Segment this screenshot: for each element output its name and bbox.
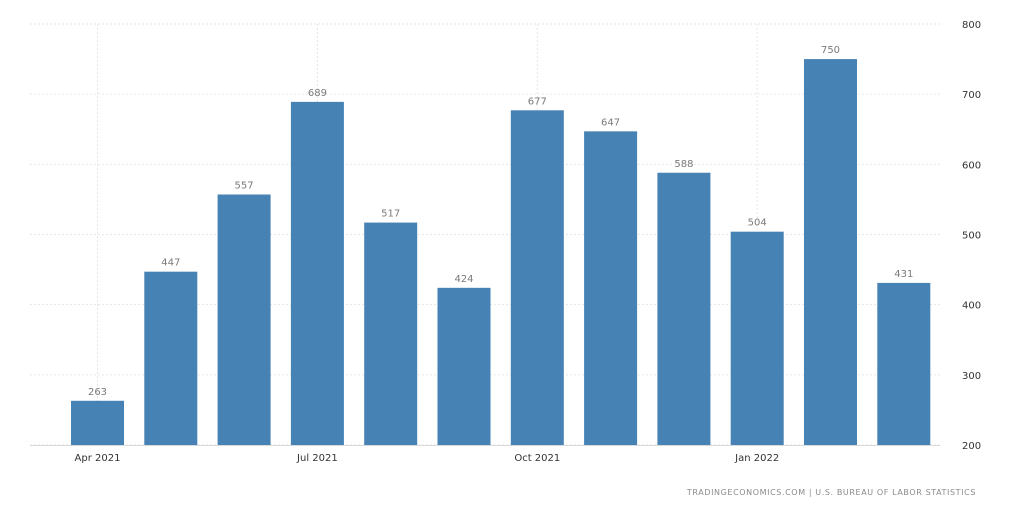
x-tick-label: Jan 2022 (734, 453, 779, 464)
bar[interactable] (730, 231, 784, 445)
bar-value-label: 588 (674, 159, 693, 170)
bar-value-label: 424 (454, 274, 473, 285)
bar-value-label: 677 (528, 96, 547, 107)
y-tick-label: 300 (962, 371, 981, 382)
bar[interactable] (364, 222, 418, 445)
bar[interactable] (584, 131, 638, 446)
bar[interactable] (657, 172, 711, 445)
bar[interactable] (877, 282, 931, 445)
bar[interactable] (290, 101, 344, 445)
bar[interactable] (804, 59, 857, 445)
bar-value-label: 431 (894, 269, 913, 280)
y-axis-ticks: 200 300 400 500 600 700 800 (962, 20, 981, 452)
bar-value-label: 689 (308, 88, 327, 99)
bar-value-labels: 263 447 557 689 517 424 677 647 588 504 750 431 (88, 45, 913, 398)
x-axis-ticks: Apr 2021 Jul 2021 Oct 2021 Jan 2022 (75, 453, 780, 464)
bars (71, 59, 931, 446)
bar-value-label: 263 (88, 387, 107, 398)
y-tick-label: 600 (962, 160, 981, 171)
bar-value-label: 750 (821, 45, 840, 56)
x-tick-label: Oct 2021 (514, 453, 560, 464)
y-tick-label: 700 (962, 90, 981, 101)
source-credit: TRADINGECONOMICS.COM | U.S. BUREAU OF LA… (686, 488, 976, 497)
y-tick-label: 500 (962, 231, 981, 242)
bar-value-label: 647 (601, 117, 620, 128)
bar[interactable] (217, 194, 271, 445)
bar[interactable] (144, 271, 198, 445)
x-tick-label: Apr 2021 (75, 453, 121, 464)
bar-value-label: 447 (161, 258, 180, 269)
bar[interactable] (71, 400, 124, 445)
grid-lines (30, 23, 940, 446)
y-tick-label: 800 (962, 20, 981, 31)
bar[interactable] (510, 110, 564, 446)
x-tick-label: Jul 2021 (296, 453, 338, 464)
y-tick-label: 200 (962, 441, 981, 452)
y-tick-label: 400 (962, 301, 981, 312)
bar-value-label: 517 (381, 209, 400, 220)
bar-value-label: 557 (235, 181, 254, 192)
bar[interactable] (437, 287, 491, 445)
bar-value-label: 504 (748, 218, 767, 229)
